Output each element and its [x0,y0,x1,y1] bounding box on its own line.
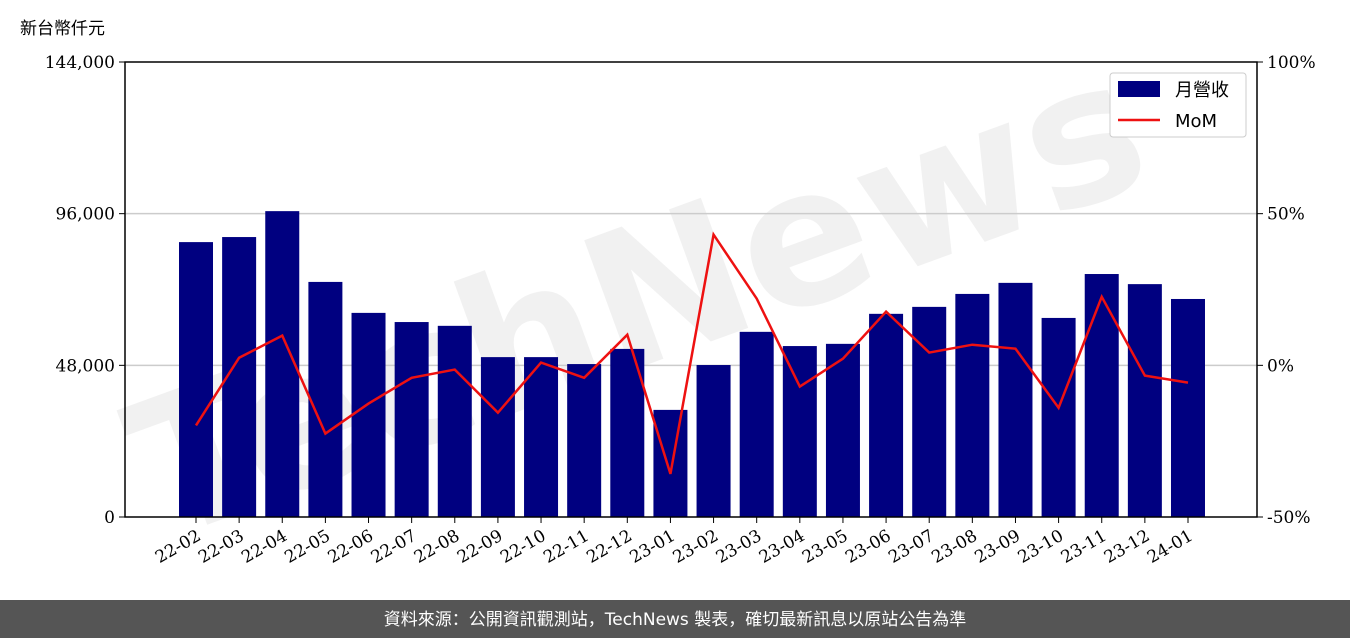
y2-tick-label: 100% [1267,53,1316,73]
legend-swatch [1118,81,1160,97]
x-tick-label: 22-12 [583,526,635,568]
bar [653,409,688,517]
x-tick-label: 22-08 [411,526,463,568]
x-tick-label: 23-12 [1101,526,1153,568]
y-tick-label: 144,000 [45,53,115,73]
x-tick-label: 23-01 [626,526,678,568]
x-tick-label: 23-04 [756,526,808,568]
bar [308,281,343,517]
x-tick-label: 23-09 [972,526,1024,568]
x-tick-label: 23-08 [928,526,980,568]
bar [1170,298,1205,517]
bar [739,331,774,517]
bar [1084,274,1119,517]
x-tick-label: 23-07 [885,526,937,568]
x-tick-label: 22-11 [540,526,592,568]
x-tick-label: 22-09 [454,526,506,568]
plot-frame [124,61,1258,518]
x-tick-label: 23-03 [713,526,765,568]
bar [610,348,645,517]
x-tick-label: 24-01 [1144,526,1196,568]
bar [869,313,904,517]
legend-label: MoM [1175,111,1217,132]
bar [437,325,472,517]
x-tick-label: 22-06 [325,526,377,568]
bar [696,365,731,517]
bar [567,364,602,517]
bar [480,357,515,517]
bar [1041,317,1076,517]
x-tick-label: 23-05 [799,526,851,568]
bar [825,343,860,517]
y-tick-label: 48,000 [56,356,115,376]
x-tick-label: 23-10 [1015,526,1067,568]
x-tick-label: 23-11 [1058,526,1110,568]
line [194,231,1189,475]
y-tick-label: 96,000 [56,205,115,225]
legend-label: 月營收 [1175,80,1229,101]
bar [782,346,817,517]
x-tick-label: 23-02 [670,526,722,568]
bar [394,322,429,517]
bar [912,306,947,517]
footer-text: 資料來源：公開資訊觀測站，TechNews 製表，確切最新訊息以原站公告為準 [384,610,966,630]
bar [524,357,559,517]
y2-tick-label: 50% [1267,205,1305,225]
bar [179,242,213,517]
bar [1127,284,1162,517]
x-tick-label: 22-10 [497,526,549,568]
bar [955,293,990,517]
y-axis-label: 新台幣仟元 [20,19,105,39]
y2-tick-label: 0% [1267,356,1294,376]
footer-bar [0,600,1350,638]
y2-tick-label: -50% [1267,508,1311,528]
x-tick-label: 22-07 [368,526,420,568]
bar [998,282,1033,517]
y-tick-label: 0 [104,508,115,528]
bar [351,312,386,517]
x-tick-label: 23-06 [842,526,894,568]
